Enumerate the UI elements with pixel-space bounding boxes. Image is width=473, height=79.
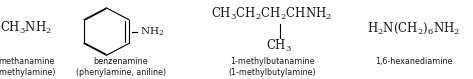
- Text: 1-methylbutanamine: 1-methylbutanamine: [230, 57, 314, 66]
- Text: $\mathregular{CH_3NH_2}$: $\mathregular{CH_3NH_2}$: [0, 20, 52, 36]
- Text: (1-methylbutylamine): (1-methylbutylamine): [228, 68, 316, 77]
- Text: (methylamine): (methylamine): [0, 68, 56, 77]
- Text: benzenamine: benzenamine: [93, 57, 148, 66]
- Text: 1,6-hexanediamine: 1,6-hexanediamine: [375, 57, 453, 66]
- Text: $\mathregular{CH_3}$: $\mathregular{CH_3}$: [266, 38, 293, 54]
- Text: (phenylamine, aniline): (phenylamine, aniline): [76, 68, 166, 77]
- Text: $\mathregular{CH_3CH_2CH_2CHNH_2}$: $\mathregular{CH_3CH_2CH_2CHNH_2}$: [211, 6, 333, 22]
- Text: $\mathregular{H_2N(CH_2)_6NH_2}$: $\mathregular{H_2N(CH_2)_6NH_2}$: [368, 21, 460, 36]
- Text: $\mathregular{NH_2}$: $\mathregular{NH_2}$: [140, 25, 164, 38]
- Text: methanamine: methanamine: [0, 57, 54, 66]
